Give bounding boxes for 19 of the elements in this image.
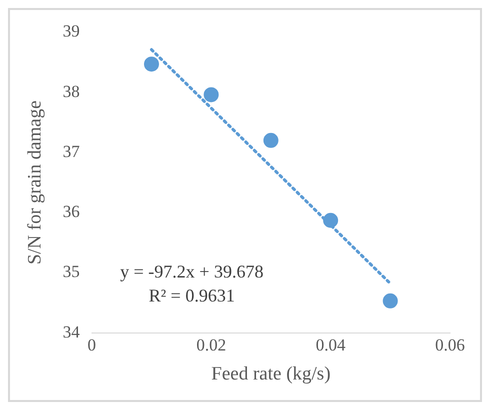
x-tick-label: 0.06	[435, 335, 465, 354]
point	[144, 56, 159, 72]
y-tick-label: 37	[62, 142, 80, 161]
x-axis-title: Feed rate (kg/s)	[211, 364, 331, 385]
annotation: y = -97.2x + 39.678	[120, 262, 264, 282]
y-tick-label: 38	[62, 82, 80, 101]
x-tick-label: 0.04	[316, 335, 346, 354]
y-tick-label: 39	[62, 22, 80, 41]
point	[204, 87, 219, 102]
y-axis-title: S/N for grain damage	[24, 100, 46, 265]
point	[382, 293, 398, 308]
x-tick-label: 0	[88, 335, 96, 354]
y-tick-label: 36	[62, 202, 80, 222]
point	[323, 212, 338, 228]
point	[263, 132, 278, 148]
y-tick-label: 35	[62, 262, 80, 282]
x-tick-label: 0.02	[196, 335, 226, 354]
y-tick-label: 34	[62, 322, 80, 342]
annotation: R² = 0.9631	[148, 286, 235, 306]
